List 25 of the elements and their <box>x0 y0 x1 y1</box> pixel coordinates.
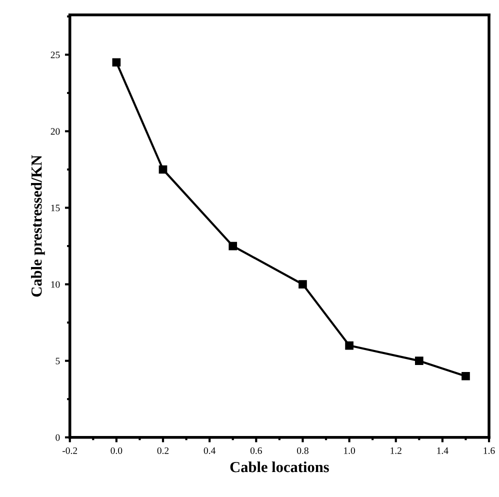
y-tick-label: 10 <box>51 281 60 288</box>
x-tick-label: 0.8 <box>297 447 308 454</box>
x-tick-label: 0.6 <box>250 447 262 454</box>
y-axis-title: Cable prestressed/KN <box>31 155 45 297</box>
x-tick-label: -0.2 <box>62 447 78 454</box>
y-tick-label: 20 <box>50 128 60 135</box>
x-axis-title: Cable locations <box>230 461 329 472</box>
y-tick-label: 5 <box>56 358 60 364</box>
point <box>112 58 121 67</box>
y-tick-label: 15 <box>51 204 60 212</box>
y-tick-label: 25 <box>50 52 60 58</box>
x-tick-label: 0.2 <box>157 447 169 454</box>
point <box>298 280 307 288</box>
x-tick-label: 1.2 <box>390 447 402 454</box>
x-tick-label: 0.0 <box>110 447 122 454</box>
point <box>462 372 470 380</box>
x-tick-label: 1.0 <box>344 447 356 454</box>
x-tick-label: 0.4 <box>204 447 216 454</box>
x-tick-label: 1.4 <box>437 447 448 454</box>
point <box>158 165 168 174</box>
y-tick-label: 0 <box>56 434 60 441</box>
point <box>345 341 354 350</box>
point <box>414 356 424 365</box>
x-tick-label: 1.6 <box>484 447 495 454</box>
point <box>228 242 238 250</box>
